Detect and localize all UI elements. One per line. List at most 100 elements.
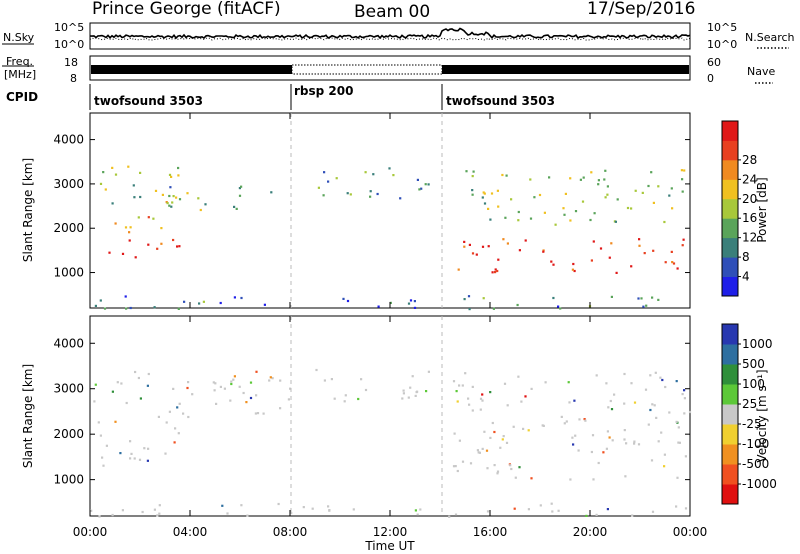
data-point — [569, 177, 572, 180]
data-point — [606, 193, 609, 196]
data-point — [147, 447, 150, 450]
data-point — [413, 306, 417, 309]
data-point — [177, 307, 180, 310]
data-point — [485, 449, 489, 452]
data-point — [129, 440, 132, 443]
data-point — [416, 513, 419, 516]
velocity-colorbar-label: Velocity [m s⁻¹] — [755, 369, 769, 462]
data-point — [606, 430, 609, 433]
data-point — [454, 465, 457, 468]
data-point — [493, 430, 496, 434]
data-point — [550, 260, 553, 263]
data-point — [127, 165, 130, 168]
data-point — [678, 441, 681, 444]
data-point — [479, 397, 483, 400]
data-point — [577, 449, 580, 452]
velocity-colorbar: 1000 500 100 25 -25 -100 -500 -1000 — [721, 323, 777, 505]
data-point — [333, 397, 336, 400]
data-point — [582, 176, 585, 179]
data-point — [411, 375, 414, 378]
data-point — [681, 190, 684, 193]
data-point — [456, 469, 459, 473]
data-point — [471, 193, 474, 196]
colorbar-tick-label: 28 — [742, 153, 757, 167]
data-point — [609, 399, 612, 403]
data-point — [99, 434, 102, 437]
data-point — [104, 188, 107, 191]
data-point — [121, 252, 125, 255]
data-point — [490, 192, 494, 195]
data-point — [407, 396, 410, 399]
data-point — [175, 196, 178, 199]
data-point — [176, 245, 179, 248]
data-point — [663, 220, 666, 224]
data-point — [676, 267, 679, 270]
data-point — [452, 380, 456, 383]
colorbar-tick-label: -500 — [742, 457, 769, 471]
data-point — [147, 372, 150, 376]
data-point — [168, 173, 172, 176]
data-point — [652, 201, 655, 204]
data-point — [493, 464, 496, 467]
data-point — [654, 371, 657, 374]
data-point — [668, 194, 671, 197]
data-point — [153, 306, 156, 309]
x-tick-label: 08:00 — [273, 525, 308, 539]
data-point — [139, 397, 142, 400]
data-point — [456, 400, 459, 403]
freq-band-segment-3 — [442, 65, 689, 74]
data-point — [116, 381, 119, 384]
data-point — [651, 403, 654, 406]
data-point — [634, 189, 637, 192]
data-point — [98, 515, 101, 518]
data-point — [681, 244, 684, 247]
data-point — [465, 170, 468, 173]
data-point — [590, 259, 593, 262]
colorbar-tick-label: -100 — [742, 437, 769, 451]
frequency-panel: Freq. [MHz] 18 8 60 0 Nave — [2, 55, 775, 85]
data-point — [160, 227, 163, 230]
data-point — [198, 302, 201, 305]
data-point — [610, 408, 614, 411]
data-point — [524, 395, 527, 398]
data-point — [533, 196, 536, 199]
data-point — [481, 393, 484, 396]
data-point — [574, 210, 578, 213]
data-point — [93, 400, 96, 403]
data-point — [335, 177, 338, 180]
data-point — [407, 302, 411, 305]
data-point — [173, 441, 176, 444]
data-point — [156, 247, 159, 250]
data-point — [496, 269, 499, 273]
data-point — [99, 299, 102, 302]
data-point — [637, 443, 641, 446]
data-point — [483, 202, 487, 205]
nave-label: Nave — [747, 65, 775, 78]
data-point — [230, 382, 233, 386]
data-point — [644, 388, 648, 391]
colorbar-swatch — [722, 404, 738, 425]
data-point — [168, 204, 171, 207]
data-point — [589, 218, 592, 222]
data-point — [125, 307, 128, 310]
data-point — [675, 505, 678, 508]
data-point — [166, 202, 169, 205]
data-point — [171, 201, 174, 204]
data-point — [418, 188, 421, 191]
data-point — [164, 452, 167, 455]
data-point — [479, 408, 482, 411]
data-point — [133, 457, 136, 460]
data-point — [346, 299, 350, 303]
data-point — [551, 510, 554, 513]
data-point — [482, 191, 485, 194]
colorbar-frame — [721, 323, 739, 505]
data-point — [160, 242, 163, 245]
data-point — [672, 262, 676, 265]
freq-band-segment-2 — [291, 64, 443, 75]
data-point — [573, 269, 576, 273]
colorbar-tick-label: 1000 — [742, 337, 773, 351]
data-point — [416, 178, 419, 181]
freq-unit: [MHz] — [4, 68, 36, 81]
power-scatter — [94, 165, 686, 311]
data-point — [240, 296, 243, 300]
